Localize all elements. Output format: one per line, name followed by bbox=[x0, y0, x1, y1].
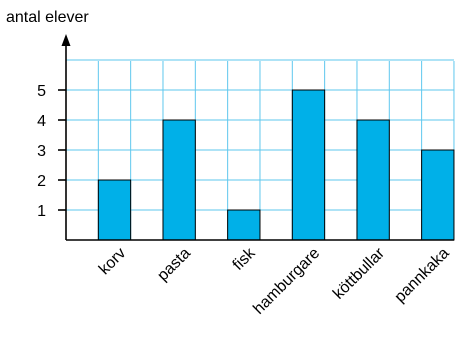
x-tick-label: korv bbox=[96, 245, 129, 278]
x-tick-label: fisk bbox=[230, 244, 260, 274]
bar-5 bbox=[421, 149, 455, 241]
x-tick-label: pasta bbox=[154, 245, 194, 285]
bar-4 bbox=[356, 119, 390, 241]
y-tick-label: 3 bbox=[37, 143, 46, 160]
y-tick-label: 1 bbox=[37, 203, 46, 220]
bar-0 bbox=[97, 179, 132, 241]
bar-3 bbox=[291, 89, 326, 241]
bar-2 bbox=[227, 209, 261, 241]
y-axis-arrow bbox=[61, 34, 71, 46]
x-tick-label: pannkaka bbox=[392, 245, 453, 306]
bars bbox=[97, 89, 455, 241]
x-tick-label: hamburgare bbox=[250, 245, 323, 318]
bar-1 bbox=[162, 119, 196, 241]
axes bbox=[61, 34, 454, 241]
y-ticks: 1 2 3 4 5 bbox=[37, 83, 66, 220]
y-axis-label: antal elever bbox=[6, 9, 89, 26]
y-tick-label: 5 bbox=[37, 83, 46, 100]
y-tick-label: 2 bbox=[37, 173, 46, 190]
y-tick-label: 4 bbox=[37, 113, 46, 130]
x-tick-label: köttbullar bbox=[330, 244, 388, 302]
